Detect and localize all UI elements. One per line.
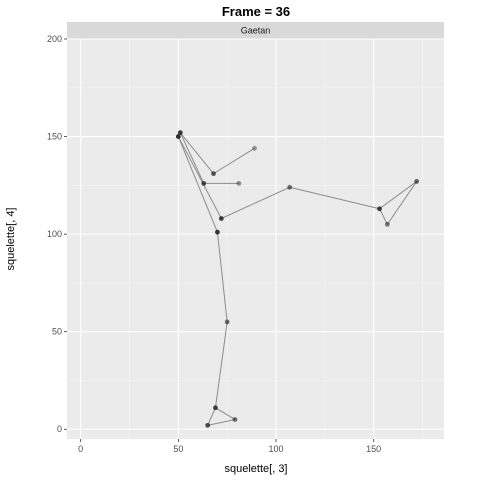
y-axis: 0 50 100 150 200: [47, 34, 67, 434]
x-tick-label: 0: [78, 444, 83, 454]
data-point: [414, 179, 420, 184]
skeleton-segment: [379, 181, 417, 210]
skeleton-segment: [207, 418, 236, 426]
skeleton-segments: [177, 132, 418, 426]
data-point: [232, 417, 238, 422]
y-tick-label: 150: [47, 132, 62, 142]
chart-title: Frame = 36: [222, 4, 290, 19]
skeleton-segment: [216, 232, 228, 322]
skeleton-segment: [215, 407, 236, 420]
skeleton-segment: [177, 136, 218, 233]
skeleton-segment: [379, 208, 388, 225]
data-point: [175, 134, 181, 139]
data-point: [384, 221, 390, 227]
y-tick-label: 0: [57, 424, 62, 434]
skeleton-segment: [214, 321, 228, 408]
skeleton-segment: [289, 186, 380, 210]
data-point: [224, 319, 230, 325]
data-point: [252, 145, 257, 151]
skeleton-segment: [179, 132, 214, 174]
data-point: [236, 180, 242, 186]
skeleton-segment: [179, 132, 205, 184]
facet-label: Gaetan: [241, 26, 271, 36]
x-tick-label: 100: [268, 444, 283, 454]
x-axis-title: squelette[, 3]: [225, 463, 288, 475]
major-gridlines: [67, 38, 444, 439]
y-tick-label: 50: [52, 327, 62, 337]
skeleton-segment: [221, 186, 290, 219]
minor-gridlines: [67, 39, 444, 439]
x-axis: 0 50 100 150: [78, 439, 381, 454]
facet-strip: [67, 22, 444, 39]
skeleton-segment: [177, 136, 222, 219]
data-point: [201, 180, 207, 186]
data-point: [215, 229, 220, 235]
data-point: [211, 171, 216, 177]
data-point: [218, 216, 224, 221]
y-tick-label: 100: [47, 229, 62, 239]
data-point: [177, 130, 183, 136]
y-tick-label: 200: [47, 34, 62, 44]
skeleton-segment: [207, 407, 216, 426]
data-point: [287, 184, 293, 190]
data-point: [205, 422, 211, 428]
skeleton-points: [175, 130, 420, 428]
skeleton-segment: [213, 147, 255, 175]
plot-panel: [67, 39, 444, 439]
y-axis-title: squelette[, 4]: [5, 208, 17, 271]
x-tick-label: 50: [173, 444, 183, 454]
data-point: [377, 206, 382, 212]
skeleton-segment: [386, 181, 418, 225]
data-point: [213, 405, 218, 411]
x-tick-label: 150: [366, 444, 381, 454]
